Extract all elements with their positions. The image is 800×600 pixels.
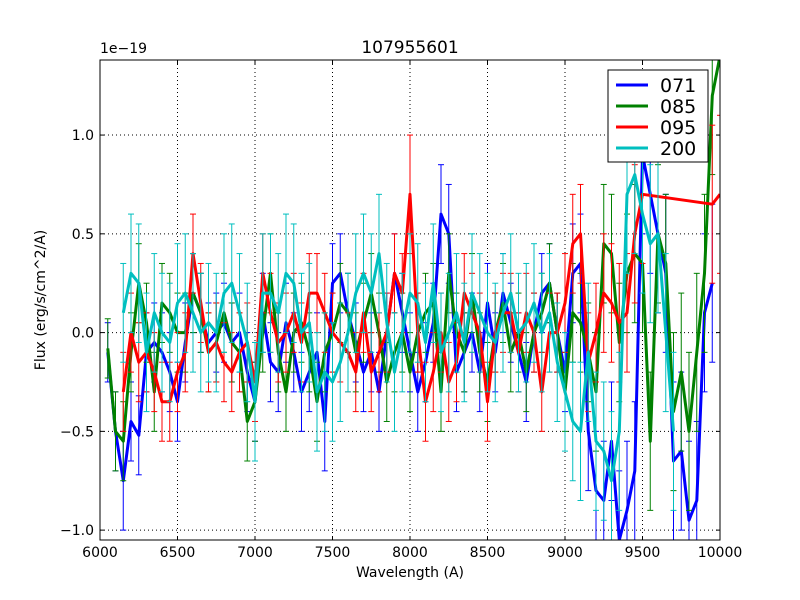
legend-label-071: 071 [660, 75, 696, 97]
y-axis-label: Flux (erg/s/cm^2/A) [33, 230, 49, 370]
x-tick-label: 9000 [547, 545, 583, 561]
y-tick-label: 0.0 [72, 326, 94, 342]
series-line-095 [121, 192, 720, 404]
x-tick-label: 7000 [237, 545, 273, 561]
axis-ticks: 6000 6500 7000 7500 8000 8500 9000 9500 10000 −1.… [60, 60, 742, 561]
legend-label-095: 095 [660, 117, 696, 139]
x-axis-label: Wavelength (A) [356, 565, 464, 581]
x-tick-label: 10000 [698, 545, 743, 561]
y-tick-label: −0.5 [60, 424, 94, 440]
series-200 [120, 95, 677, 540]
legend-label-200: 200 [660, 138, 696, 160]
legend-label-085: 085 [660, 96, 696, 118]
y-tick-label: 0.5 [72, 227, 94, 243]
chart-title: 107955601 [361, 38, 458, 58]
x-tick-label: 8000 [392, 545, 428, 561]
y-tick-label: 1.0 [72, 128, 94, 144]
series-layer [104, 60, 720, 540]
y-tick-label: −1.0 [60, 523, 94, 539]
x-tick-label: 6500 [160, 545, 196, 561]
x-tick-label: 9500 [625, 545, 661, 561]
x-tick-label: 7500 [315, 545, 351, 561]
x-tick-label: 6000 [82, 545, 118, 561]
series-line-200 [121, 173, 675, 483]
x-tick-label: 8500 [470, 545, 506, 561]
y-offset-label: 1e−19 [100, 41, 147, 57]
